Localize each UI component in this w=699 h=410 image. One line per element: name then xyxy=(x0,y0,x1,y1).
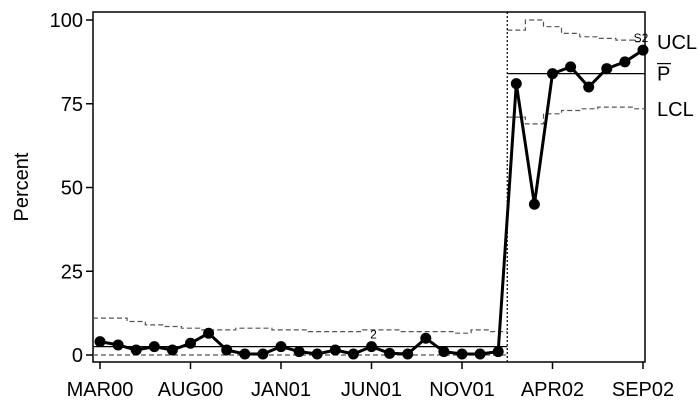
ucl-line-phase-1 xyxy=(93,317,508,334)
data-point-26 xyxy=(565,61,577,73)
x-tick-label-SEP02: SEP02 xyxy=(612,379,674,401)
data-point-27 xyxy=(583,81,595,93)
labels: 2 S2 UCL P LCL xyxy=(370,31,697,341)
ucl-label: UCL xyxy=(657,32,697,54)
data-point-22 xyxy=(492,346,504,358)
y-tick-label-0: 0 xyxy=(72,345,83,367)
y-tick-label-50: 50 xyxy=(61,178,83,200)
data-point-21 xyxy=(474,348,486,360)
data-point-30 xyxy=(637,44,649,56)
data-point-19 xyxy=(438,346,450,358)
lcl-label: LCL xyxy=(657,99,694,121)
data-point-28 xyxy=(601,63,613,75)
data-point-4 xyxy=(166,344,178,356)
data-point-1 xyxy=(112,339,124,351)
data-point-15 xyxy=(366,341,377,353)
data-point-9 xyxy=(257,348,269,360)
control-limits xyxy=(93,19,645,356)
data-point-12 xyxy=(311,348,323,360)
data-point-14 xyxy=(347,348,359,360)
data-point-3 xyxy=(148,341,160,353)
data-point-2 xyxy=(130,344,142,356)
x-tick-label-JAN01: JAN01 xyxy=(251,379,311,401)
data-point-25 xyxy=(547,68,558,80)
plot-border xyxy=(92,11,646,363)
center-label: P xyxy=(657,64,670,86)
data-series xyxy=(94,44,649,360)
point-annotation-1: S2 xyxy=(634,31,649,45)
y-tick-label-25: 25 xyxy=(61,261,83,283)
data-point-20 xyxy=(456,348,468,360)
data-point-0 xyxy=(94,336,106,348)
data-point-10 xyxy=(275,341,287,353)
x-tick-label-JUN01: JUN01 xyxy=(341,379,402,401)
point-annotation-0: 2 xyxy=(370,328,377,342)
data-point-24 xyxy=(528,198,540,210)
plot-frame xyxy=(92,11,646,363)
x-tick-label-MAR00: MAR00 xyxy=(67,379,134,401)
data-point-11 xyxy=(293,346,305,358)
x-tick-label-AUG00: AUG00 xyxy=(158,379,224,401)
data-point-17 xyxy=(402,348,414,360)
axes: 0 25 50 75 100 Percent MAR00 AUG00 JAN01 JUN01 NOV… xyxy=(11,10,674,401)
data-point-29 xyxy=(619,56,631,68)
x-tick-label-NOV01: NOV01 xyxy=(429,379,495,401)
data-point-13 xyxy=(329,344,341,356)
series-line xyxy=(99,48,644,356)
y-axis-title: Percent xyxy=(11,152,33,221)
data-point-23 xyxy=(510,78,522,90)
y-tick-label-75: 75 xyxy=(61,94,83,116)
y-tick-label-100: 100 xyxy=(50,10,83,32)
lcl-line-phase-2 xyxy=(507,106,645,125)
data-point-16 xyxy=(384,347,396,359)
x-tick-label-APR02: APR02 xyxy=(521,379,584,401)
data-point-5 xyxy=(185,337,196,349)
data-point-7 xyxy=(221,344,233,356)
data-point-18 xyxy=(420,332,432,344)
data-point-6 xyxy=(203,327,215,339)
ucl-line-phase-2 xyxy=(507,19,645,43)
data-point-8 xyxy=(239,348,251,360)
center-lines xyxy=(93,72,645,348)
